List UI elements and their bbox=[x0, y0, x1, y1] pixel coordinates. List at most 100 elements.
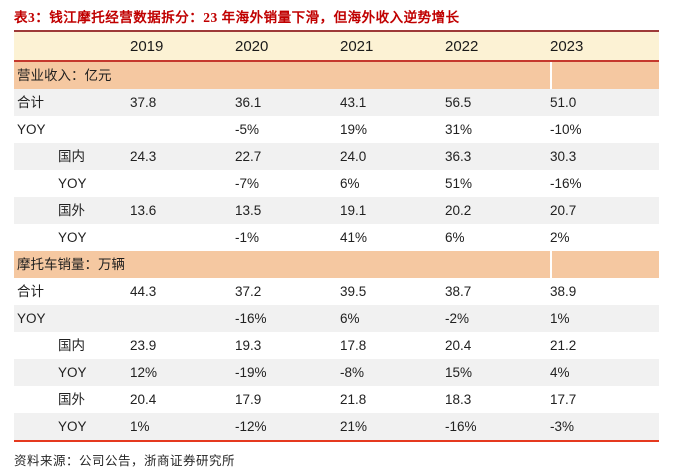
table-row: 国外 20.4 17.9 21.8 18.3 17.7 bbox=[14, 386, 659, 413]
cell: 20.7 bbox=[550, 203, 577, 218]
table-row: 国内 23.9 19.3 17.8 20.4 21.2 bbox=[14, 332, 659, 359]
cell: 44.3 bbox=[130, 284, 157, 299]
cell: 21.8 bbox=[340, 392, 367, 407]
cell: 37.2 bbox=[235, 284, 262, 299]
cell: 17.8 bbox=[340, 338, 367, 353]
cell: 41% bbox=[340, 230, 368, 245]
cell: 22.7 bbox=[235, 149, 262, 164]
cell: 36.3 bbox=[445, 149, 472, 164]
cell: 13.6 bbox=[130, 203, 157, 218]
cell: -2% bbox=[445, 311, 470, 326]
cell: 6% bbox=[340, 311, 360, 326]
row-label: YOY bbox=[58, 365, 87, 380]
cell bbox=[130, 170, 235, 197]
cell: 30.3 bbox=[550, 149, 577, 164]
year-header-2019: 2019 bbox=[130, 38, 164, 55]
cell: -16% bbox=[550, 176, 582, 191]
table-row: YOY -5% 19% 31% -10% bbox=[14, 116, 659, 143]
cell: 39.5 bbox=[340, 284, 367, 299]
cell: 20.4 bbox=[445, 338, 472, 353]
cell: -8% bbox=[340, 365, 365, 380]
cell: 17.7 bbox=[550, 392, 577, 407]
cell: 21% bbox=[340, 419, 368, 434]
row-label: YOY bbox=[58, 176, 87, 191]
cell: 21.2 bbox=[550, 338, 577, 353]
cell: -5% bbox=[235, 122, 260, 137]
table-row: 合计 37.8 36.1 43.1 56.5 51.0 bbox=[14, 89, 659, 116]
table-row: 国内 24.3 22.7 24.0 36.3 30.3 bbox=[14, 143, 659, 170]
section-header-sales: 摩托车销量：万辆 bbox=[14, 251, 659, 278]
cell: -3% bbox=[550, 419, 575, 434]
cell bbox=[130, 116, 235, 143]
cell: 2% bbox=[550, 230, 570, 245]
cell: 12% bbox=[130, 365, 158, 380]
data-table: 2019 2020 2021 2022 2023 营业收入：亿元 合计 37.8… bbox=[14, 30, 659, 442]
cell: 38.7 bbox=[445, 284, 472, 299]
table-row: YOY -16% 6% -2% 1% bbox=[14, 305, 659, 332]
year-header-row: 2019 2020 2021 2022 2023 bbox=[14, 32, 659, 62]
cell: 23.9 bbox=[130, 338, 157, 353]
section-title: 营业收入：亿元 bbox=[17, 68, 112, 83]
cell: 19% bbox=[340, 122, 368, 137]
section-title: 摩托车销量：万辆 bbox=[17, 257, 125, 272]
cell: -7% bbox=[235, 176, 260, 191]
table-row: YOY 12% -19% -8% 15% 4% bbox=[14, 359, 659, 386]
cell: 37.8 bbox=[130, 95, 157, 110]
cell: 36.1 bbox=[235, 95, 262, 110]
year-header-2022: 2022 bbox=[445, 38, 479, 55]
cell: 19.3 bbox=[235, 338, 262, 353]
cell: 1% bbox=[550, 311, 570, 326]
row-label: 国内 bbox=[58, 338, 85, 353]
cell: -10% bbox=[550, 122, 582, 137]
header-label-cell bbox=[14, 32, 130, 60]
cell: -16% bbox=[445, 419, 477, 434]
cell: -12% bbox=[235, 419, 267, 434]
cell: 19.1 bbox=[340, 203, 367, 218]
cell: 6% bbox=[445, 230, 465, 245]
row-label: 国外 bbox=[58, 203, 85, 218]
cell: 15% bbox=[445, 365, 473, 380]
cell: 38.9 bbox=[550, 284, 577, 299]
year-header-2020: 2020 bbox=[235, 38, 269, 55]
table-row: YOY -7% 6% 51% -16% bbox=[14, 170, 659, 197]
table-row: YOY 1% -12% 21% -16% -3% bbox=[14, 413, 659, 440]
cell: 51% bbox=[445, 176, 473, 191]
table-row: 合计 44.3 37.2 39.5 38.7 38.9 bbox=[14, 278, 659, 305]
cell: 18.3 bbox=[445, 392, 472, 407]
row-label: 国内 bbox=[58, 149, 85, 164]
cell: 20.4 bbox=[130, 392, 157, 407]
cell: 20.2 bbox=[445, 203, 472, 218]
cell bbox=[130, 305, 235, 332]
row-label: YOY bbox=[17, 122, 46, 137]
table-title: 表3：钱江摩托经营数据拆分：23 年海外销量下滑，但海外收入逆势增长 bbox=[14, 10, 460, 25]
section-header-spacer bbox=[550, 251, 659, 278]
cell: 51.0 bbox=[550, 95, 577, 110]
source-note: 资料来源：公司公告，浙商证券研究所 bbox=[14, 454, 236, 468]
cell: 4% bbox=[550, 365, 570, 380]
section-header-spacer bbox=[550, 62, 659, 89]
cell: -19% bbox=[235, 365, 267, 380]
row-label: 合计 bbox=[17, 95, 44, 110]
table-row: YOY -1% 41% 6% 2% bbox=[14, 224, 659, 251]
row-label: 国外 bbox=[58, 392, 85, 407]
row-label: 合计 bbox=[17, 284, 44, 299]
cell: 43.1 bbox=[340, 95, 367, 110]
table-row: 国外 13.6 13.5 19.1 20.2 20.7 bbox=[14, 197, 659, 224]
cell: -1% bbox=[235, 230, 260, 245]
cell: 31% bbox=[445, 122, 473, 137]
cell: 24.0 bbox=[340, 149, 367, 164]
year-header-2023: 2023 bbox=[550, 38, 584, 55]
cell: 56.5 bbox=[445, 95, 472, 110]
cell: 24.3 bbox=[130, 149, 157, 164]
row-label: YOY bbox=[58, 230, 87, 245]
cell: 13.5 bbox=[235, 203, 262, 218]
cell bbox=[130, 224, 235, 251]
section-header-revenue: 营业收入：亿元 bbox=[14, 62, 659, 89]
cell: 17.9 bbox=[235, 392, 262, 407]
row-label: YOY bbox=[17, 311, 46, 326]
cell: -16% bbox=[235, 311, 267, 326]
cell: 1% bbox=[130, 419, 150, 434]
year-header-2021: 2021 bbox=[340, 38, 374, 55]
cell: 6% bbox=[340, 176, 360, 191]
